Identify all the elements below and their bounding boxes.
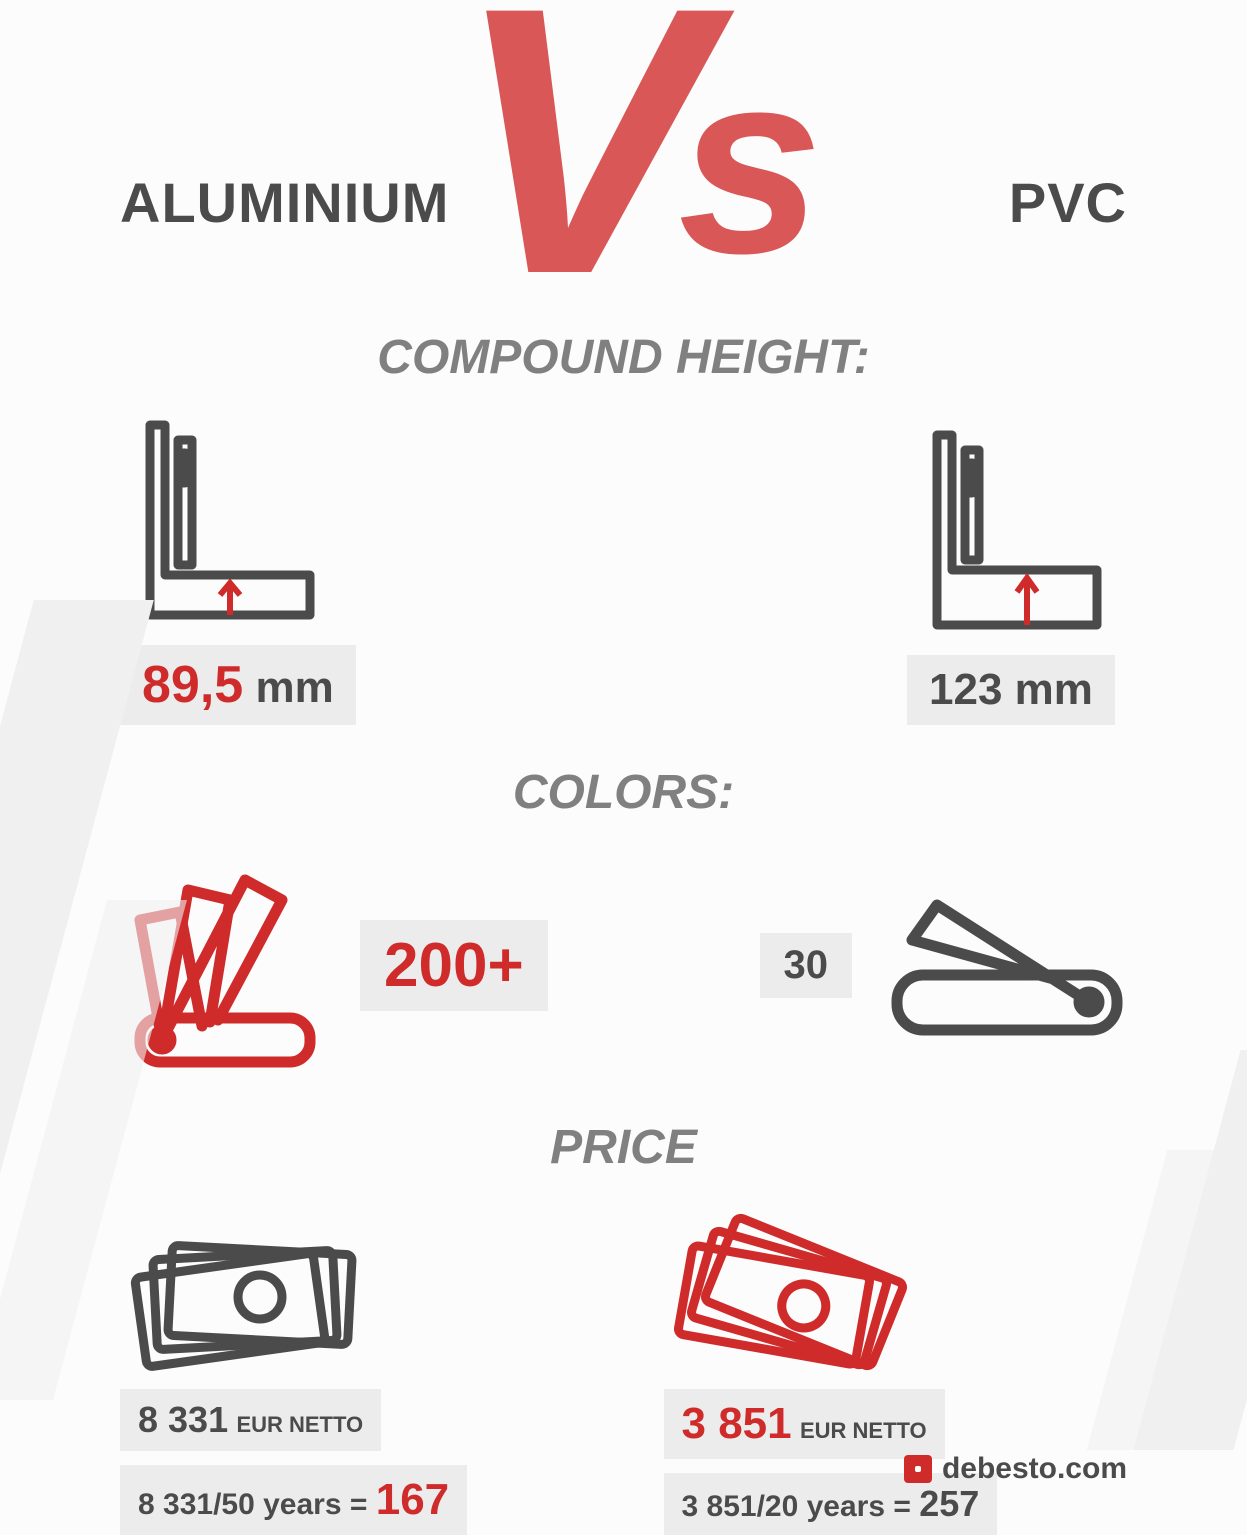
colors-left-value: 200+ xyxy=(360,920,548,1011)
vs-label: Vs xyxy=(454,0,792,312)
compound-height-left: 89,5 mm xyxy=(120,415,356,725)
price-left-calc: 8 331/50 years = 167 xyxy=(120,1465,467,1535)
price-left-amount: 8 331 EUR NETTO xyxy=(120,1389,381,1451)
color-fan-closed-icon xyxy=(877,880,1137,1050)
price-right-amount: 3 851 EUR NETTO xyxy=(664,1389,945,1459)
header-left-label: ALUMINIUM xyxy=(120,170,449,235)
colors-row: 200+ 30 xyxy=(0,850,1247,1080)
colors-left: 200+ xyxy=(110,850,548,1080)
money-stack-icon xyxy=(120,1205,370,1375)
brand-name: debesto.com xyxy=(942,1452,1127,1486)
section-title-colors: COLORS: xyxy=(0,765,1247,820)
price-left: 8 331 EUR NETTO 8 331/50 years = 167 xyxy=(120,1205,584,1535)
money-stack-icon xyxy=(664,1205,914,1375)
brand-logo-icon xyxy=(904,1455,932,1483)
compound-height-right: 123 mm xyxy=(907,425,1127,725)
footer: debesto.com xyxy=(904,1452,1127,1486)
header: Vs ALUMINIUM PVC xyxy=(0,0,1247,290)
compound-height-row: 89,5 mm 123 mm xyxy=(0,415,1247,725)
compound-height-right-value: 123 mm xyxy=(907,655,1115,725)
colors-right: 30 xyxy=(760,880,1138,1050)
compound-height-left-value: 89,5 mm xyxy=(120,645,356,725)
section-title-price: PRICE xyxy=(0,1120,1247,1175)
header-right-label: PVC xyxy=(1009,170,1127,235)
window-profile-icon xyxy=(907,425,1127,645)
colors-right-value: 30 xyxy=(760,933,853,998)
